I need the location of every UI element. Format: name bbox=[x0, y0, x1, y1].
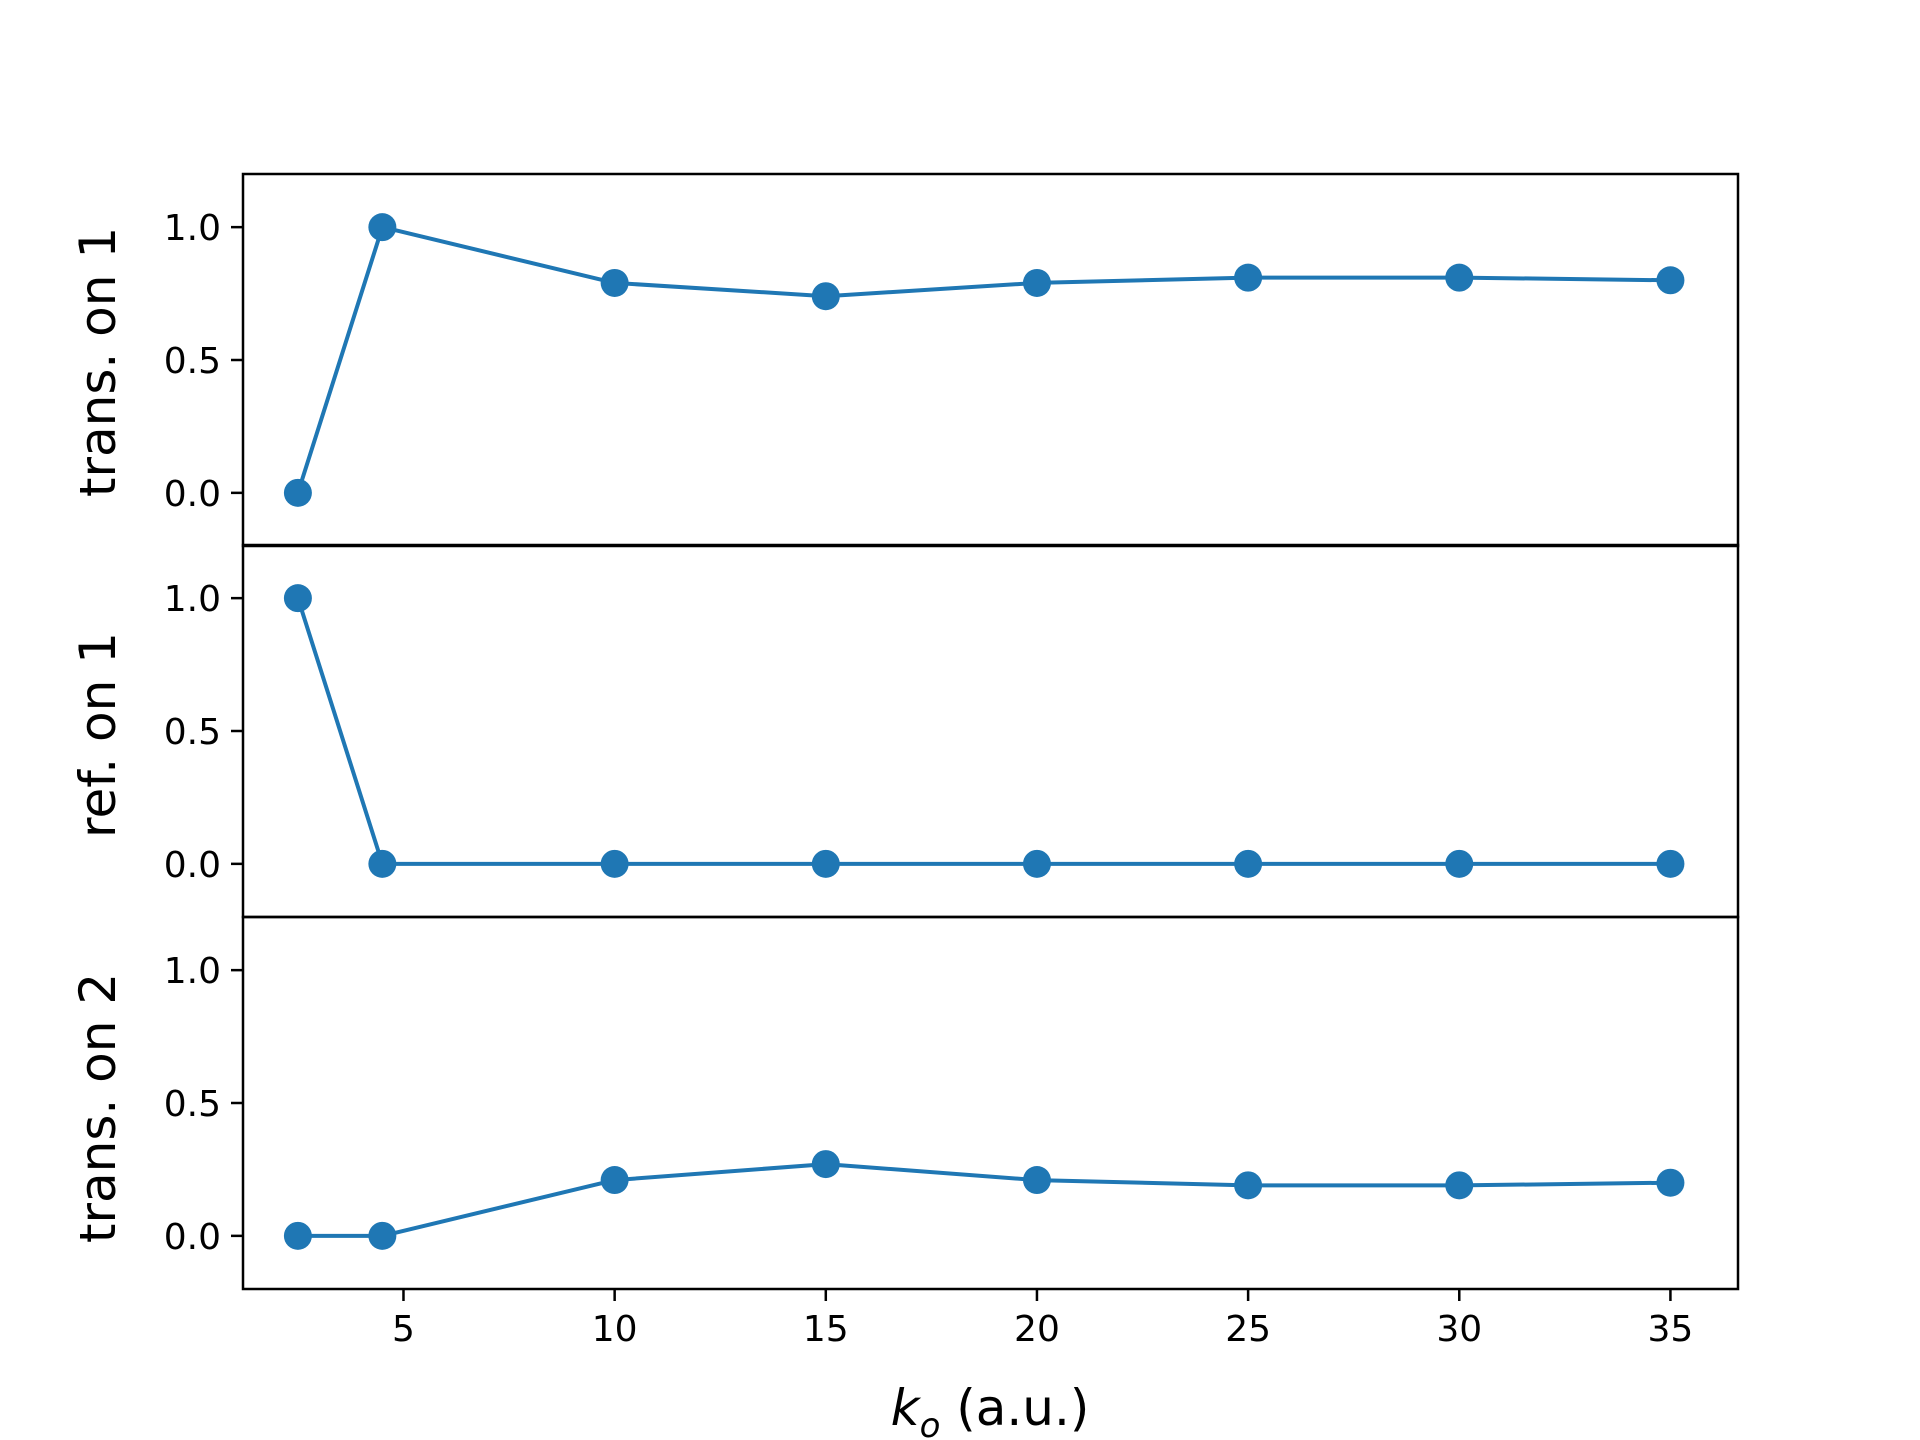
panel-0-ytick-label-1: 0.5 bbox=[164, 341, 221, 382]
panel-0-point-4 bbox=[1022, 268, 1051, 297]
panel-2-ytick-label-0: 0.0 bbox=[164, 1217, 221, 1258]
panel-2-point-5 bbox=[1234, 1171, 1263, 1200]
x-tick-label-6: 35 bbox=[1648, 1309, 1694, 1350]
panel-2-point-7 bbox=[1656, 1168, 1685, 1197]
panel-0-point-2 bbox=[600, 268, 629, 297]
panel-2-point-3 bbox=[811, 1150, 840, 1179]
panel-1-ytick-label-1: 0.5 bbox=[164, 712, 221, 753]
x-axis-label-symbol: k bbox=[891, 1379, 922, 1437]
panel-0-point-3 bbox=[811, 282, 840, 311]
x-tick-label-4: 25 bbox=[1225, 1309, 1271, 1350]
panel-1-point-3 bbox=[811, 849, 840, 878]
panel-1-point-5 bbox=[1234, 849, 1263, 878]
panel-2-point-4 bbox=[1022, 1166, 1051, 1195]
x-tick-label-5: 30 bbox=[1436, 1309, 1482, 1350]
panel-1-point-2 bbox=[600, 849, 629, 878]
x-axis-label-subscript: o bbox=[920, 1406, 941, 1440]
x-tick-label-0: 5 bbox=[392, 1309, 415, 1350]
panel-0-point-1 bbox=[368, 213, 397, 242]
panel-1-ytick-label-2: 1.0 bbox=[164, 579, 221, 620]
panel-0-ytick-label-0: 0.0 bbox=[164, 474, 221, 515]
panel-0-ylabel: trans. on 1 bbox=[69, 227, 127, 497]
panel-0-point-6 bbox=[1445, 263, 1474, 292]
panel-1-point-4 bbox=[1022, 849, 1051, 878]
x-axis-label: ko (a.u.) bbox=[891, 1379, 1090, 1440]
panel-2-point-6 bbox=[1445, 1171, 1474, 1200]
panel-1-series-line bbox=[295, 597, 1671, 866]
panel-2-point-1 bbox=[368, 1221, 397, 1250]
x-tick-label-3: 20 bbox=[1014, 1309, 1060, 1350]
panel-1-point-6 bbox=[1445, 849, 1474, 878]
panel-1-ylabel: ref. on 1 bbox=[69, 632, 127, 838]
panel-1-point-7 bbox=[1656, 849, 1685, 878]
panel-2-ytick-label-2: 1.0 bbox=[164, 951, 221, 992]
panel-2-ylabel: trans. on 2 bbox=[69, 973, 127, 1243]
panel-2-point-0 bbox=[283, 1221, 312, 1250]
x-axis: 5 10 15 20 25 30 35 bbox=[392, 1289, 1693, 1350]
panel-transmission-on-2: trans. on 2 0.0 0.5 1.0 bbox=[69, 915, 1740, 1291]
panel-1-point-1 bbox=[368, 849, 397, 878]
panel-0-series-line bbox=[295, 225, 1671, 494]
panel-2-ytick-label-1: 0.5 bbox=[164, 1084, 221, 1125]
panel-1-point-0 bbox=[283, 584, 312, 613]
panel-2-series-line bbox=[297, 1162, 1671, 1238]
panel-0-point-5 bbox=[1234, 263, 1263, 292]
x-tick-label-1: 10 bbox=[592, 1309, 638, 1350]
x-axis-label-unit: (a.u.) bbox=[940, 1379, 1089, 1437]
panel-2-frame bbox=[241, 915, 1740, 1291]
x-tick-label-2: 15 bbox=[803, 1309, 849, 1350]
panel-1-ytick-label-0: 0.0 bbox=[164, 845, 221, 886]
panel-0-point-0 bbox=[283, 478, 312, 507]
panel-2-point-2 bbox=[600, 1166, 629, 1195]
panel-0-point-7 bbox=[1656, 266, 1685, 295]
panel-0-ytick-label-2: 1.0 bbox=[164, 208, 221, 249]
